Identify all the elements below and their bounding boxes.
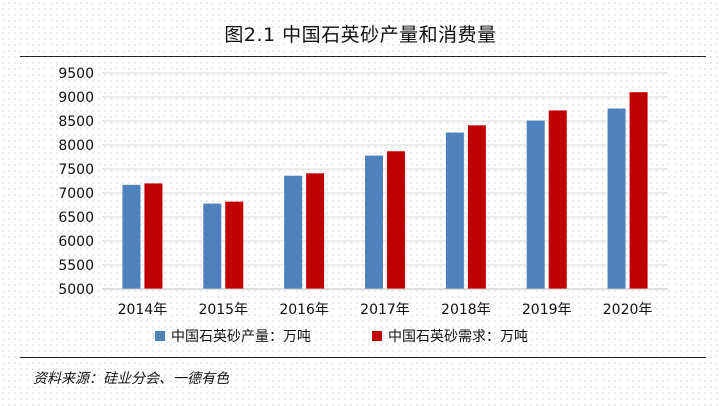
source-note: 资料来源：硅业分会、一德有色 [33, 371, 229, 387]
bar-production [122, 184, 141, 289]
bar-production [365, 155, 383, 289]
bar-production [445, 132, 464, 289]
chart-title: 图2.1 中国石英砂产量和消费量 [224, 24, 497, 46]
y-tick-label: 7500 [58, 162, 94, 178]
y-tick-label: 9000 [58, 90, 94, 106]
legend-swatch [372, 331, 382, 341]
y-tick-label: 6500 [58, 210, 94, 226]
bar-production [607, 108, 626, 290]
bar-production [284, 175, 303, 289]
y-tick-label: 8000 [58, 138, 94, 154]
legend-swatch [155, 331, 165, 341]
x-tick-label: 2015年 [198, 302, 248, 318]
y-tick-label: 6000 [58, 234, 94, 250]
top-rule [20, 56, 706, 57]
bar-demand [548, 110, 567, 289]
x-tick-label: 2020年 [603, 302, 653, 318]
bottom-rule [20, 357, 706, 358]
x-tick-label: 2016年 [279, 302, 329, 318]
x-tick-label: 2017年 [360, 302, 410, 318]
y-tick-label: 5000 [58, 282, 94, 298]
bar-demand [467, 125, 486, 289]
legend-label: 中国石英砂需求：万吨 [388, 328, 528, 345]
x-tick-label: 2018年 [441, 302, 491, 318]
bar-demand [387, 151, 405, 289]
bar-demand [629, 92, 648, 289]
x-tick-label: 2014年 [118, 302, 168, 318]
y-axis: 5000 5500 6000 6500 7000 7500 8000 8500 9000 9500 [58, 66, 94, 298]
y-tick-label: 7000 [58, 186, 94, 202]
legend: 中国石英砂产量：万吨 中国石英砂需求：万吨 [155, 328, 528, 345]
x-axis: 2014年 2015年 2016年 2017年 2018年 2019年 2020年 [102, 288, 668, 318]
y-tick-label: 8500 [58, 114, 94, 130]
y-tick-label: 5500 [58, 258, 94, 274]
x-tick-label: 2019年 [522, 302, 572, 318]
bar-production [203, 203, 222, 289]
bars [122, 92, 648, 290]
legend-label: 中国石英砂产量：万吨 [171, 328, 311, 345]
bar-demand [306, 173, 325, 289]
grid-lines [102, 72, 668, 290]
y-tick-label: 9500 [58, 66, 94, 82]
bar-demand [144, 183, 163, 289]
bar-production [526, 120, 545, 290]
bar-demand [225, 201, 244, 289]
